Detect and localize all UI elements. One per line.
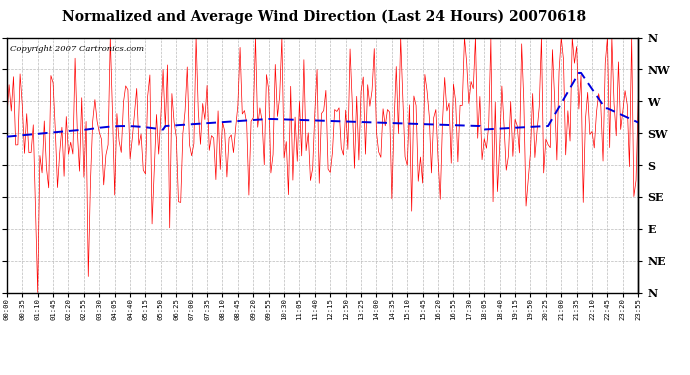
Text: Copyright 2007 Cartronics.com: Copyright 2007 Cartronics.com <box>10 45 144 53</box>
Text: Normalized and Average Wind Direction (Last 24 Hours) 20070618: Normalized and Average Wind Direction (L… <box>62 9 586 24</box>
